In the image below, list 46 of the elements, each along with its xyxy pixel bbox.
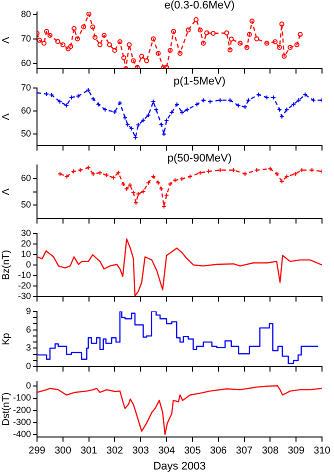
y-tick-label: 70 [20, 34, 31, 44]
x-tick-label: 306 [210, 446, 228, 457]
y-axis-title: Λ [0, 113, 12, 120]
x-tick-label: 299 [28, 446, 46, 457]
x-tick-label: 302 [106, 446, 124, 457]
y-tick-label: 30 [20, 228, 31, 238]
y-tick-label: 60 [20, 172, 31, 183]
text: p(1-5MeV) [174, 76, 226, 88]
y-tick-label: 50 [20, 200, 31, 210]
y-axis-title: Λ [0, 188, 12, 196]
y-tick-label: 60 [20, 58, 31, 68]
y-tick-label: -100 [12, 392, 31, 403]
y-tick-label: 50 [20, 128, 31, 139]
x-tick-label: 308 [262, 446, 279, 457]
y-axis-title: Dst(nT) [0, 392, 12, 426]
y-tick-label: -20 [18, 280, 31, 291]
y-axis-title: Kp [0, 332, 12, 346]
y-tick-label: -200 [12, 404, 31, 415]
text: p(50-90MeV) [167, 152, 232, 165]
y-axis-title: Bz(nT) [0, 250, 12, 280]
y-tick-label: 60 [20, 106, 31, 116]
x-tick-label: 305 [184, 446, 202, 457]
x-tick-label: 310 [314, 446, 331, 457]
y-tick-label: 70 [20, 82, 31, 92]
x-axis-title: Days 2003 [153, 460, 206, 472]
y-tick-label: -400 [12, 428, 31, 439]
text: e(0.3-0.6MeV) [164, 0, 235, 12]
y-tick-label: 0 [26, 259, 31, 270]
x-tick-label: 301 [80, 446, 98, 457]
x-tick-label: 304 [158, 446, 176, 457]
x-tick-label: 307 [236, 446, 254, 457]
x-tick-label: 300 [54, 446, 72, 457]
y-tick-label: 0 [26, 361, 31, 372]
x-tick-label: 309 [288, 446, 305, 457]
y-tick-label: 6 [26, 324, 31, 334]
y-tick-label: -30 [18, 291, 31, 302]
y-tick-label: 9 [26, 306, 31, 316]
y-tick-label: 20 [20, 238, 31, 248]
y-tick-label: 0 [26, 380, 31, 391]
y-tick-label: 3 [26, 342, 31, 353]
y-tick-label: -10 [18, 270, 31, 280]
y-axis-title: Λ [0, 36, 12, 44]
x-tick-label: 303 [132, 446, 150, 457]
y-tick-label: 10 [20, 248, 31, 259]
y-tick-label: 80 [20, 8, 31, 19]
y-tick-label: -300 [12, 416, 31, 427]
